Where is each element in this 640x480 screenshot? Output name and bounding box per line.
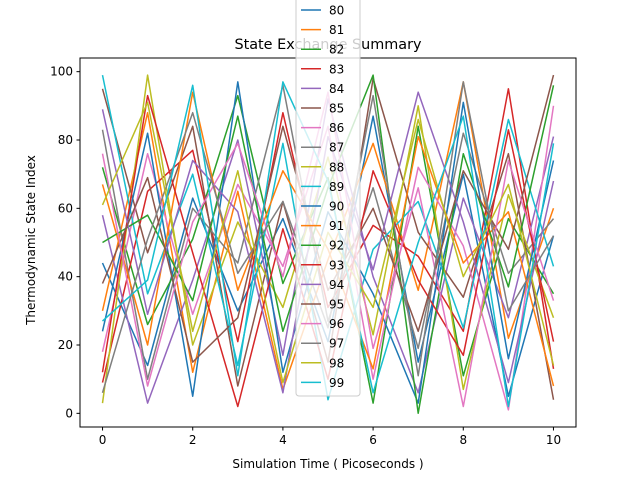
y-tick-label: 40 bbox=[58, 270, 73, 284]
legend-label-96: 96 bbox=[329, 317, 344, 331]
x-tick-label: 2 bbox=[189, 433, 197, 447]
legend-label-93: 93 bbox=[329, 258, 344, 272]
legend-label-82: 82 bbox=[329, 43, 344, 57]
legend-label-80: 80 bbox=[329, 4, 344, 18]
legend-label-83: 83 bbox=[329, 62, 344, 76]
x-tick-label: 6 bbox=[369, 433, 377, 447]
legend-label-97: 97 bbox=[329, 337, 344, 351]
legend-label-98: 98 bbox=[329, 356, 344, 370]
x-tick-label: 0 bbox=[99, 433, 107, 447]
y-tick-label: 100 bbox=[50, 65, 73, 79]
x-tick-label: 10 bbox=[546, 433, 561, 447]
legend-label-86: 86 bbox=[329, 121, 344, 135]
legend-label-99: 99 bbox=[329, 376, 344, 390]
legend-label-89: 89 bbox=[329, 180, 344, 194]
legend-label-91: 91 bbox=[329, 219, 344, 233]
legend-box bbox=[295, 0, 361, 397]
y-tick-label: 60 bbox=[58, 201, 73, 215]
legend-label-87: 87 bbox=[329, 141, 344, 155]
y-tick-label: 80 bbox=[58, 133, 73, 147]
legend-label-81: 81 bbox=[329, 23, 344, 37]
y-tick-label: 20 bbox=[58, 338, 73, 352]
legend-label-94: 94 bbox=[329, 278, 344, 292]
legend-label-90: 90 bbox=[329, 200, 344, 214]
legend-label-84: 84 bbox=[329, 82, 344, 96]
legend: 80 81 82 83 84 85 86 87 88 89 90 91 92 93 94 95 96 97 98 99 bbox=[295, 0, 361, 397]
legend-label-88: 88 bbox=[329, 160, 344, 174]
legend-label-95: 95 bbox=[329, 298, 344, 312]
legend-label-92: 92 bbox=[329, 239, 344, 253]
x-tick-label: 4 bbox=[279, 433, 287, 447]
y-tick-label: 0 bbox=[65, 406, 73, 420]
legend-label-85: 85 bbox=[329, 102, 344, 116]
x-tick-label: 8 bbox=[459, 433, 467, 447]
y-axis-label: Thermodynamic State Index bbox=[24, 155, 38, 326]
x-axis-label: Simulation Time ( Picoseconds ) bbox=[232, 457, 423, 471]
